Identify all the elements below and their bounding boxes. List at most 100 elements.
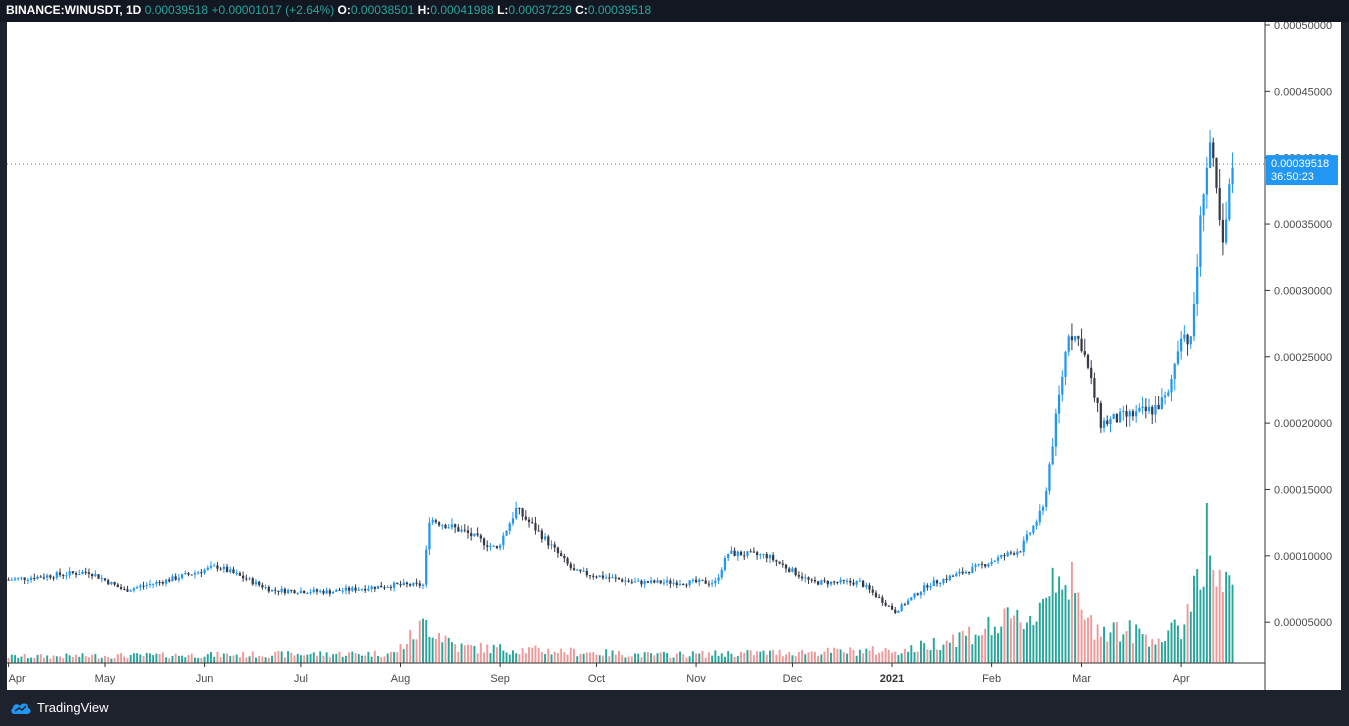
candle-body — [177, 578, 180, 580]
volume-bar — [181, 655, 184, 663]
candle-body — [1125, 411, 1128, 417]
candle-body — [1077, 336, 1080, 339]
candle-body — [23, 577, 26, 580]
candle-body — [1224, 219, 1228, 243]
candle-body — [871, 589, 874, 593]
volume-bar — [1189, 611, 1192, 663]
candle-body — [492, 545, 495, 547]
volume-bar — [187, 655, 190, 663]
volume-bar — [691, 651, 694, 663]
candle-body — [55, 572, 58, 578]
candle-body — [820, 580, 823, 585]
volume-bar — [1218, 569, 1221, 663]
volume-bar — [521, 648, 524, 663]
chart-panel[interactable]: 0.00005000 0.00010000 0.00015000 0.00020000… — [7, 22, 1341, 690]
candle-body — [290, 590, 293, 592]
volume-bar — [319, 651, 322, 663]
volume-bar — [1013, 615, 1016, 663]
candle-body — [752, 551, 756, 553]
volume-bar — [1103, 626, 1106, 663]
volume-bar — [717, 655, 720, 663]
volume-bar — [113, 657, 116, 663]
volume-bar — [656, 653, 659, 663]
volume-bar — [328, 657, 331, 663]
y-tick-label: 0.00025000 — [1274, 352, 1332, 364]
candle-body — [784, 564, 788, 569]
volume-bar — [846, 653, 849, 663]
candle-body — [280, 588, 283, 593]
volume-bar — [1164, 640, 1167, 663]
volume-bar — [62, 658, 65, 663]
volume-bar — [1096, 624, 1099, 663]
close-label: C: — [575, 3, 588, 17]
volume-bar — [499, 644, 502, 663]
candle-body — [765, 554, 768, 559]
candle-body — [457, 527, 460, 532]
volume-bar — [380, 657, 383, 663]
last-price: 0.00039518 — [144, 3, 209, 17]
candle-body — [736, 551, 739, 556]
volume-bar — [1157, 638, 1160, 663]
candle-body — [810, 579, 813, 581]
volume-bar — [120, 653, 123, 663]
volume-bar — [679, 651, 681, 663]
volume-bar — [1045, 597, 1048, 663]
volume-bar — [1083, 619, 1086, 663]
volume-bar — [913, 652, 916, 663]
candle-body — [193, 572, 197, 575]
candle-body — [649, 580, 653, 583]
candle-body — [916, 593, 919, 596]
candle-body — [312, 589, 315, 593]
x-tick-label: Jul — [294, 673, 308, 685]
volume-bar — [955, 647, 958, 663]
x-tick-label: Dec — [783, 673, 803, 685]
volume-bar — [489, 653, 492, 663]
volume-bar — [592, 652, 595, 663]
volume-bar — [255, 657, 257, 663]
candle-body — [139, 585, 142, 588]
candle-body — [678, 584, 682, 586]
candle-body — [935, 580, 939, 584]
candle-body — [1189, 336, 1192, 345]
candle-body — [778, 561, 781, 564]
volume-bar — [505, 652, 508, 663]
volume-bar — [1061, 589, 1064, 663]
candle-body — [428, 522, 431, 550]
volume-bar — [290, 652, 293, 663]
price-chart[interactable]: 0.00005000 0.00010000 0.00015000 0.00020000… — [7, 22, 1341, 690]
candle-body — [543, 536, 547, 540]
candle-body — [437, 522, 441, 526]
candle-body — [216, 565, 219, 569]
volume-bar — [274, 651, 277, 663]
volume-bar — [624, 657, 627, 663]
volume-bar — [511, 650, 514, 663]
candle-body — [829, 581, 833, 585]
volume-bar — [1000, 626, 1003, 663]
candle-body — [968, 571, 971, 574]
volume-bar — [781, 656, 784, 663]
volume-bar — [197, 658, 200, 663]
tradingview-logo[interactable]: TradingView — [10, 700, 109, 715]
candle-body — [97, 574, 100, 579]
volume-bar — [1160, 642, 1163, 663]
candle-body — [1115, 414, 1119, 423]
volume-bar — [540, 652, 543, 663]
volume-bar — [830, 652, 832, 663]
volume-bar — [148, 653, 151, 663]
volume-bar — [139, 654, 142, 663]
candle-body — [993, 560, 996, 562]
candle-body — [164, 579, 168, 584]
volume-bar — [778, 649, 781, 663]
volume-bar — [1228, 575, 1231, 663]
volume-bar — [325, 652, 328, 663]
candle-body — [1160, 397, 1163, 410]
candle-body — [338, 589, 341, 591]
volume-bar — [695, 653, 698, 663]
candle-body — [1109, 418, 1112, 425]
candle-body — [701, 579, 704, 581]
candle-body — [84, 571, 87, 573]
symbol-label[interactable]: BINANCE:WINUSDT, 1D — [6, 3, 142, 17]
candle-body — [534, 523, 537, 531]
candle-body — [1176, 351, 1180, 364]
volume-bar — [438, 632, 441, 663]
